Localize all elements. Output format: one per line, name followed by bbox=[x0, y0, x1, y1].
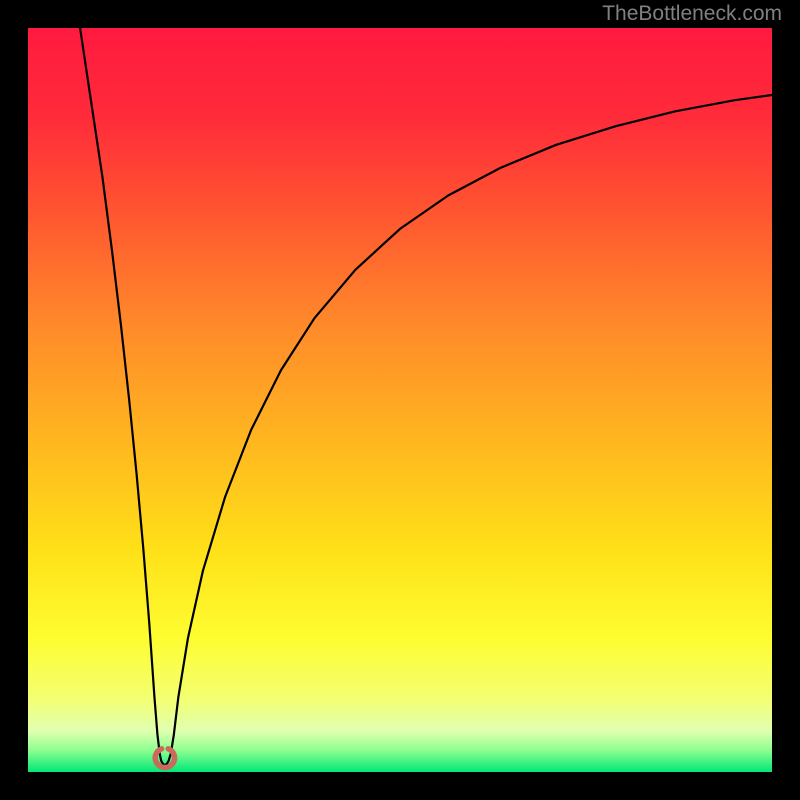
watermark-text: TheBottleneck.com bbox=[602, 2, 782, 26]
bottleneck-chart bbox=[0, 0, 800, 800]
gradient-background bbox=[28, 28, 772, 772]
